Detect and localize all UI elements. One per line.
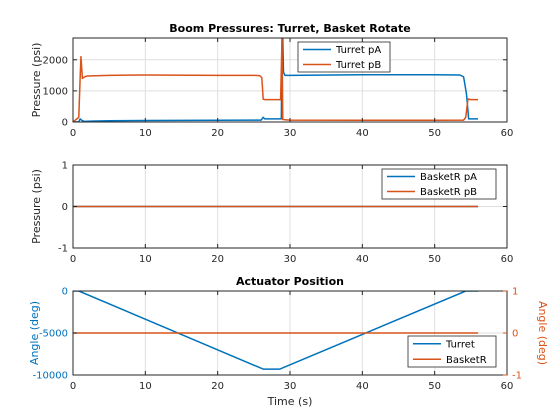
- x-tick-label: 30: [284, 381, 297, 392]
- x-tick-label: 50: [428, 254, 441, 265]
- x-tick-label: 50: [428, 381, 441, 392]
- x-tick-label: 10: [139, 128, 152, 139]
- x-tick-label: 0: [70, 381, 76, 392]
- x-tick-label: 0: [70, 128, 76, 139]
- x-tick-label: 0: [70, 254, 76, 265]
- x-tick-label: 60: [501, 254, 514, 265]
- y-right-tick-label: 1: [512, 287, 518, 298]
- legend: BasketR pA BasketR pB: [381, 168, 497, 200]
- legend-label: BasketR pA: [420, 172, 477, 183]
- y-tick-label: -10000: [33, 371, 68, 382]
- legend-label: Turret pA: [335, 45, 381, 56]
- y-tick-label: -1: [58, 244, 68, 255]
- y-axis-label: Angle (deg): [28, 301, 41, 365]
- x-tick-label: 30: [284, 128, 297, 139]
- y-tick-label: 0: [62, 287, 68, 298]
- legend: Turret BasketR: [407, 335, 497, 368]
- chart-title: Boom Pressures: Turret, Basket Rotate: [169, 22, 410, 35]
- legend-box: [381, 168, 497, 200]
- x-tick-label: 60: [501, 381, 514, 392]
- x-tick-label: 30: [284, 254, 297, 265]
- x-axis-label: Time (s): [267, 395, 313, 408]
- chart-title: Actuator Position: [236, 275, 344, 288]
- series-line-turret: [73, 291, 479, 370]
- y-right-tick-label: 0: [512, 329, 518, 340]
- y-axis-label-right: Angle (deg): [536, 301, 549, 365]
- y-tick-label: 0: [62, 202, 68, 213]
- series-line-turret-pa: [73, 38, 479, 122]
- legend-label: BasketR pB: [420, 187, 477, 198]
- y-tick-label: 1000: [43, 86, 68, 97]
- legend-box: [297, 41, 391, 73]
- x-tick-label: 20: [211, 128, 224, 139]
- legend: Turret pA Turret pB: [297, 41, 391, 73]
- y-tick-label: 2000: [43, 55, 68, 66]
- y-right-tick-label: -1: [512, 371, 522, 382]
- legend-label: Turret pB: [335, 60, 381, 71]
- x-tick-label: 10: [139, 254, 152, 265]
- x-tick-label: 20: [211, 381, 224, 392]
- x-tick-label: 10: [139, 381, 152, 392]
- x-tick-label: 50: [428, 128, 441, 139]
- y-tick-label: 0: [62, 118, 68, 129]
- subplot-3: 0 10 20 30 40 50 60 -10000 -5000 0 -1 0 1 Angle (deg)…: [28, 275, 549, 408]
- y-tick-label: 1: [62, 161, 68, 172]
- y-tick-label: -5000: [39, 329, 68, 340]
- y-axis-label: Pressure (psi): [30, 43, 43, 118]
- x-tick-label: 40: [356, 128, 369, 139]
- legend-box: [407, 335, 497, 368]
- legend-label: Turret: [445, 339, 475, 350]
- y-axis-label: Pressure (psi): [30, 169, 43, 244]
- legend-label: BasketR: [446, 355, 487, 366]
- x-tick-label: 40: [356, 381, 369, 392]
- series-line-turret-pb: [73, 38, 479, 122]
- x-tick-label: 20: [211, 254, 224, 265]
- x-tick-label: 60: [501, 128, 514, 139]
- x-tick-label: 40: [356, 254, 369, 265]
